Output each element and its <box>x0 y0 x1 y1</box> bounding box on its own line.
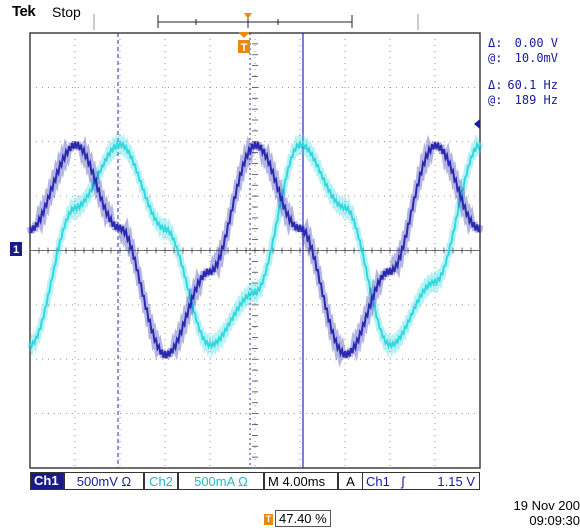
graticule-grid <box>29 32 481 469</box>
delta-symbol: Δ: <box>488 36 503 50</box>
ch1-tag-label: Ch1 <box>31 473 63 489</box>
ch2-scale[interactable]: 500mA Ω <box>178 472 264 490</box>
time-label: 09:09:30 <box>529 513 580 528</box>
frequency-at-value: 189 Hz <box>514 93 558 107</box>
trigger-marker-box[interactable] <box>238 40 250 53</box>
at-symbol: @: <box>488 51 503 65</box>
trigger-level-arrow[interactable] <box>474 119 480 129</box>
ch2-tag[interactable]: Ch2 <box>144 472 178 490</box>
ch1-scale[interactable]: 500mV Ω <box>64 472 144 490</box>
frequency-delta-value: 60.1 Hz <box>507 78 558 92</box>
delta-symbol: Δ: <box>488 78 503 92</box>
trigger-source: Ch1 <box>366 474 390 489</box>
trigger-icon: T <box>264 514 273 526</box>
trigger-position-readout: T 47.40 % <box>264 510 331 527</box>
brand-label: Tek <box>12 3 36 20</box>
acquisition-status: Stop <box>52 4 81 20</box>
amplitude-cursor-readout: Δ: 0.00 V @: 10.0mV <box>488 36 558 66</box>
amplitude-delta-value: 0.00 V <box>514 36 558 50</box>
record-view-bar[interactable] <box>93 14 419 30</box>
trigger-level: 1.15 V <box>437 474 475 489</box>
trigger-position-marker[interactable] <box>244 13 252 19</box>
timestamp: 19 Nov 200 09:09:30 <box>480 498 580 528</box>
ch1-waveform <box>29 141 481 359</box>
trigger-mode[interactable]: A <box>338 472 362 490</box>
ch2-waveform <box>29 139 481 350</box>
rising-edge-icon: ʃ <box>401 474 405 489</box>
trigger-marker-glyph: T <box>241 42 248 54</box>
trigger-position-value: 47.40 % <box>275 510 331 527</box>
date-label: 19 Nov 200 <box>513 498 580 513</box>
ch1-marker-glyph: 1 <box>13 244 19 256</box>
trigger-settings[interactable]: Ch1 ʃ 1.15 V <box>362 472 480 490</box>
at-symbol: @: <box>488 93 503 107</box>
ch1-tag[interactable]: Ch1 <box>30 472 64 490</box>
ch1-ground-marker[interactable] <box>10 242 22 256</box>
amplitude-at-value: 10.0mV <box>514 51 558 65</box>
timebase[interactable]: M 4.00ms <box>264 472 338 490</box>
frequency-cursor-readout: Δ: 60.1 Hz @: 189 Hz <box>488 78 558 108</box>
